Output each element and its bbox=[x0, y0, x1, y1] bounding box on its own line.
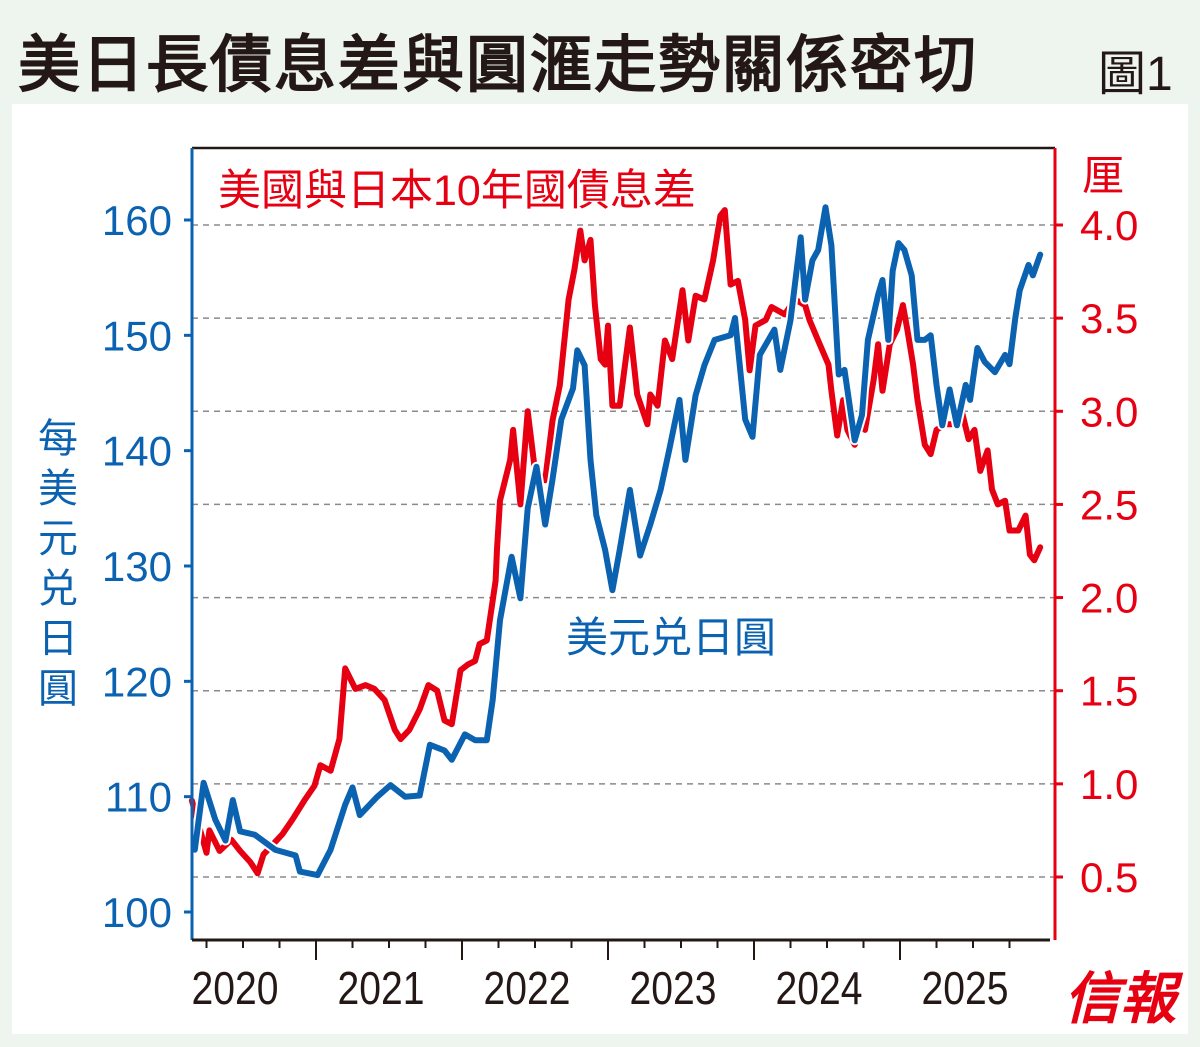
right-axis-tick-label: 3.5 bbox=[1080, 295, 1138, 342]
left-axis-tick-label: 110 bbox=[105, 774, 172, 821]
right-axis-tick-label: 1.5 bbox=[1080, 668, 1138, 715]
x-axis-tick-label: 2022 bbox=[484, 963, 571, 1015]
left-axis-label-char: 日 bbox=[38, 617, 78, 661]
chart-panel bbox=[12, 104, 1188, 1034]
x-axis-tick-label: 2025 bbox=[922, 963, 1009, 1015]
left-axis-label-char: 圓 bbox=[38, 667, 78, 711]
right-axis-tick-label: 3.0 bbox=[1080, 388, 1138, 435]
right-axis-tick-label: 0.5 bbox=[1080, 854, 1138, 901]
chart-title: 美日長債息差與圓滙走勢關係密切 bbox=[18, 31, 979, 100]
usdjpy-series-label: 美元兑日圓 bbox=[566, 614, 776, 661]
left-axis-tick-label: 120 bbox=[102, 658, 172, 705]
x-axis-tick-label: 2024 bbox=[776, 963, 863, 1015]
figure-label: 圖1 bbox=[1098, 48, 1173, 101]
left-axis-tick-label: 130 bbox=[102, 543, 172, 590]
right-axis-tick-label: 2.5 bbox=[1080, 481, 1138, 528]
left-axis-label-char: 兑 bbox=[38, 567, 78, 611]
spread-line bbox=[188, 207, 1044, 877]
right-axis-tick-label: 1.0 bbox=[1080, 761, 1138, 808]
x-axis-tick-label: 2023 bbox=[630, 963, 717, 1015]
left-axis-tick-label: 100 bbox=[102, 889, 172, 936]
spread-series-label: 美國與日本10年國債息差 bbox=[218, 167, 696, 215]
left-axis-tick-label: 160 bbox=[102, 197, 172, 244]
left-axis-label-char: 元 bbox=[38, 517, 78, 561]
left-axis-tick-label: 140 bbox=[102, 428, 172, 475]
x-axis-tick-label: 2021 bbox=[338, 963, 425, 1015]
right-axis-unit: 厘 bbox=[1082, 152, 1124, 199]
right-axis-tick-label: 2.0 bbox=[1080, 575, 1138, 622]
xinbao-logo: 信報 bbox=[1064, 966, 1184, 1032]
x-axis-tick-label: 2020 bbox=[192, 963, 279, 1015]
left-axis-label-char: 美 bbox=[38, 467, 78, 511]
right-axis-tick-label: 4.0 bbox=[1080, 202, 1138, 249]
left-axis-tick-label: 150 bbox=[102, 312, 172, 359]
left-axis-label-char: 每 bbox=[38, 417, 78, 461]
